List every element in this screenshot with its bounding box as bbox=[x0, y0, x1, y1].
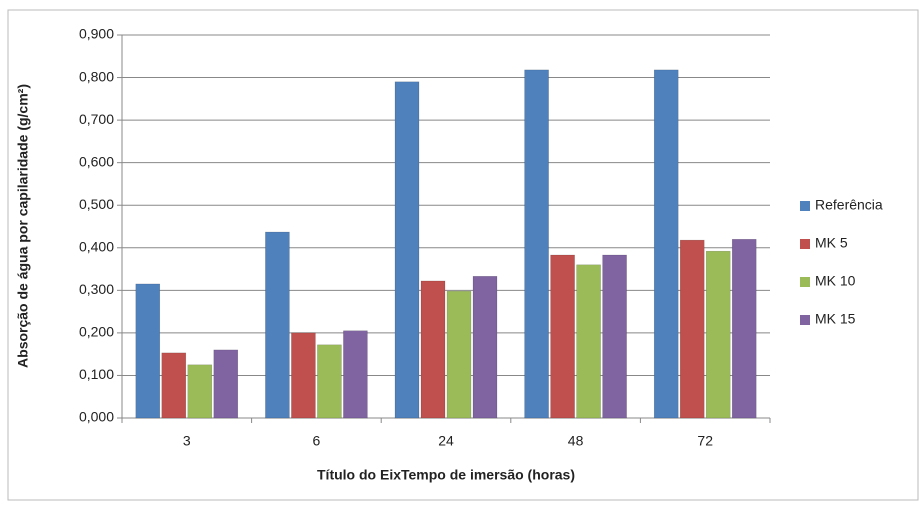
legend-swatch bbox=[800, 239, 810, 249]
y-tick-label: 0,200 bbox=[79, 324, 114, 340]
x-tick-label: 48 bbox=[568, 433, 584, 449]
bar bbox=[550, 254, 575, 419]
x-tick-label: 72 bbox=[697, 433, 713, 449]
legend-swatch bbox=[800, 315, 810, 325]
bar bbox=[420, 280, 446, 419]
bar bbox=[472, 276, 498, 419]
bar bbox=[576, 264, 601, 419]
y-tick-label: 0,800 bbox=[79, 68, 114, 84]
bar bbox=[394, 81, 420, 419]
bar bbox=[524, 69, 549, 419]
x-tick-label: 6 bbox=[313, 433, 321, 449]
legend-swatch bbox=[800, 201, 810, 211]
bar bbox=[135, 283, 161, 419]
x-tick-label: 3 bbox=[183, 433, 191, 449]
legend-label: MK 10 bbox=[815, 273, 856, 289]
bar bbox=[705, 250, 731, 419]
chart-frame bbox=[7, 9, 919, 501]
legend-label: Referência bbox=[815, 197, 883, 213]
bar bbox=[187, 364, 213, 419]
x-tick-label: 24 bbox=[438, 433, 454, 449]
y-tick-label: 0,700 bbox=[79, 111, 114, 127]
legend-swatch bbox=[800, 277, 810, 287]
x-axis-title: Título do EixTempo de imersão (horas) bbox=[317, 467, 575, 483]
y-tick-label: 0,000 bbox=[79, 409, 114, 425]
bar bbox=[653, 69, 679, 419]
y-axis-title: Absorção de água por capilaridade (g/cm²… bbox=[15, 84, 31, 368]
y-tick-label: 0,300 bbox=[79, 281, 114, 297]
y-tick-label: 0,500 bbox=[79, 196, 114, 212]
bar bbox=[317, 344, 342, 419]
bar bbox=[291, 332, 316, 419]
legend-label: MK 15 bbox=[815, 311, 856, 327]
y-tick-label: 0,100 bbox=[79, 366, 114, 382]
bar bbox=[161, 352, 187, 419]
bar bbox=[679, 239, 705, 419]
bar bbox=[446, 290, 472, 419]
y-tick-label: 0,600 bbox=[79, 153, 114, 169]
bar bbox=[213, 349, 239, 419]
bar bbox=[343, 330, 368, 419]
bar bbox=[731, 239, 757, 419]
y-tick-label: 0,400 bbox=[79, 238, 114, 254]
bar bbox=[265, 231, 290, 419]
bar bbox=[602, 254, 627, 419]
y-tick-label: 0,900 bbox=[79, 26, 114, 42]
legend-label: MK 5 bbox=[815, 235, 848, 251]
